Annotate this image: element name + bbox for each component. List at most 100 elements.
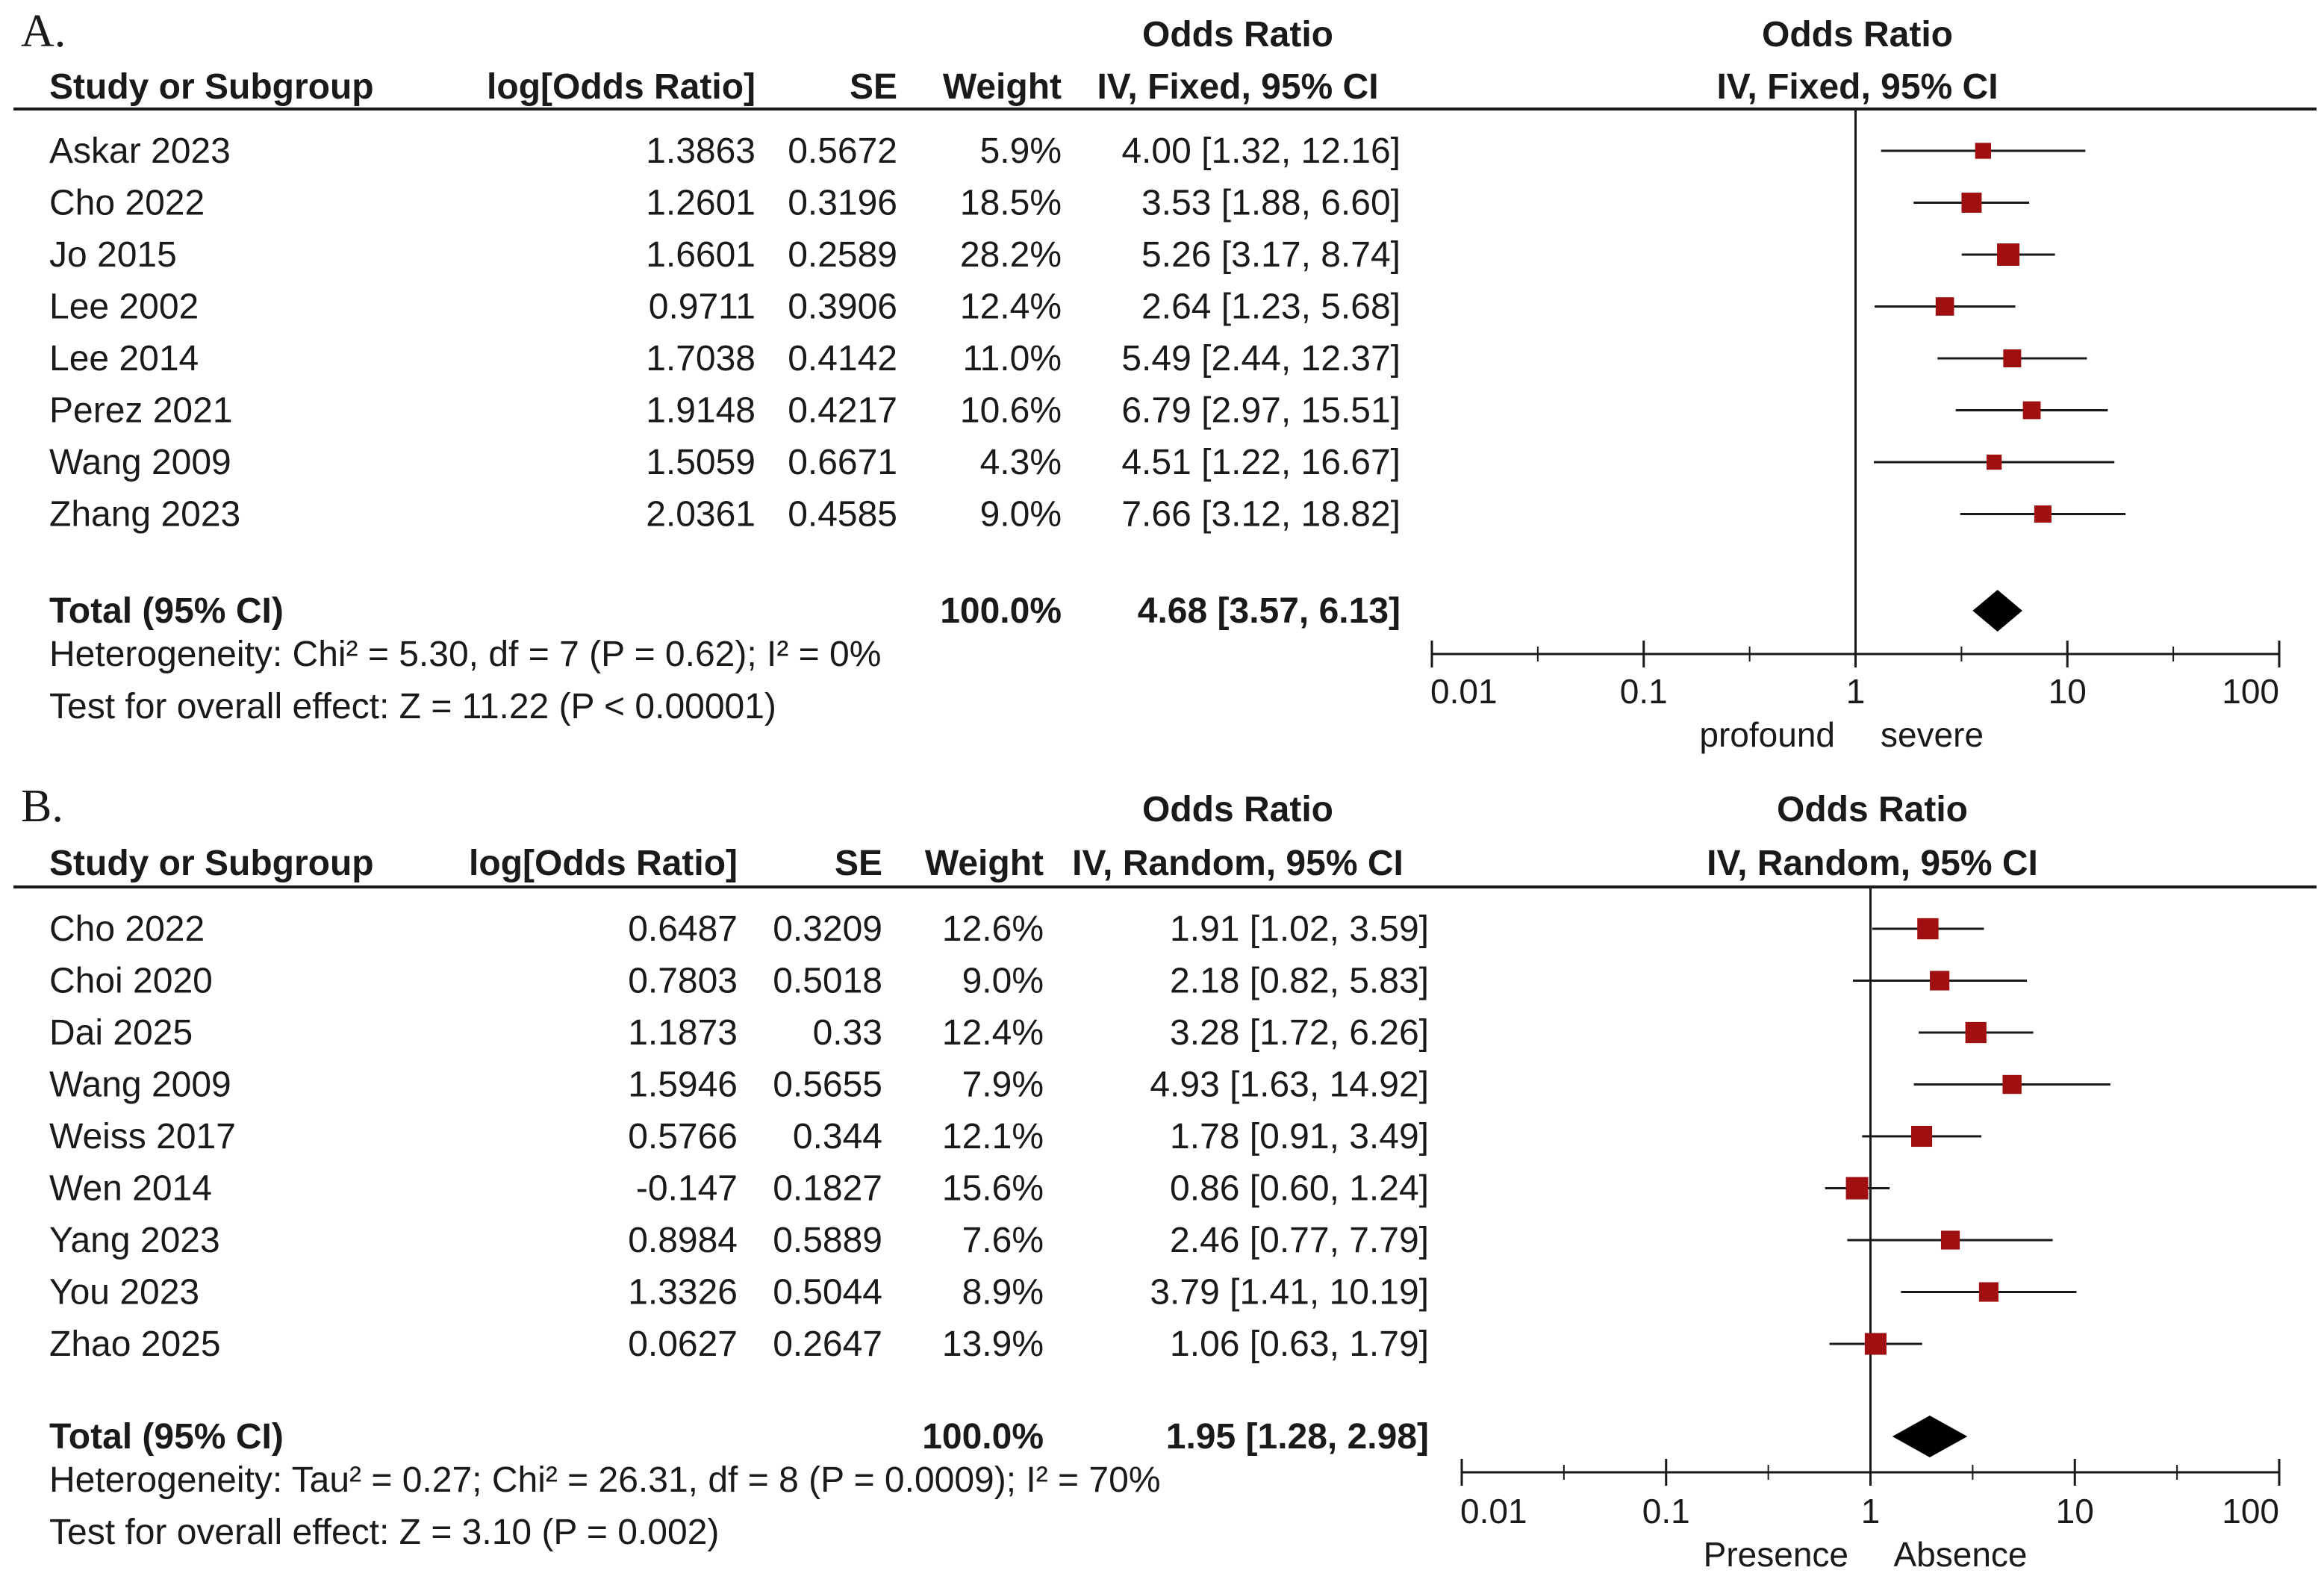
study-name: Cho 2022 <box>49 184 205 223</box>
log-odds-value: 0.6487 <box>628 909 738 949</box>
forest-panel-b: B. Odds Ratio Odds Ratio Study or Subgroup l… <box>13 781 2317 1574</box>
log-odds-value: 1.1873 <box>628 1013 738 1053</box>
se-value: 0.5655 <box>773 1065 882 1105</box>
x-tick-label: 0.01 <box>1430 672 1498 711</box>
total-weight: 100.0% <box>922 1417 1044 1457</box>
log-odds-value: 2.0361 <box>646 495 756 535</box>
weight-value: 18.5% <box>960 184 1062 223</box>
ci-value: 3.79 [1.41, 10.19] <box>1150 1273 1429 1313</box>
ci-value: 4.51 [1.22, 16.67] <box>1121 443 1401 482</box>
ci-value: 3.28 [1.72, 6.26] <box>1170 1013 1429 1053</box>
x-tick-label: 0.1 <box>1620 672 1668 711</box>
log-odds-value: 1.2601 <box>646 184 756 223</box>
study-row: Wang 2009 1.5059 0.6671 4.3% 4.51 [1.22, 16.… <box>49 443 2115 482</box>
plot-group-header: Odds Ratio <box>1762 15 1953 55</box>
weight-value: 12.4% <box>942 1013 1044 1053</box>
log-odds-value: 0.9711 <box>649 287 756 327</box>
x-tick-label: 100 <box>2222 1492 2279 1531</box>
se-value: 0.4585 <box>788 495 897 535</box>
se-value: 0.3906 <box>788 287 897 327</box>
effect-marker <box>1975 143 1991 159</box>
ci-value: 1.06 [0.63, 1.79] <box>1170 1324 1429 1364</box>
weight-value: 12.4% <box>960 287 1062 327</box>
ci-value: 6.79 [2.97, 15.51] <box>1121 391 1401 431</box>
ci-value: 1.91 [1.02, 3.59] <box>1170 909 1429 949</box>
effect-marker <box>1961 193 1982 213</box>
study-row: Wen 2014 -0.147 0.1827 15.6% 0.86 [0.60, 1.2… <box>49 1169 1890 1209</box>
ci-value: 0.86 [0.60, 1.24] <box>1170 1169 1429 1209</box>
favours-right-label: severe <box>1881 715 1984 754</box>
study-name: Jo 2015 <box>49 235 177 275</box>
log-odds-value: 1.5059 <box>646 443 756 482</box>
se-value: 0.4142 <box>788 339 897 379</box>
panel-label: A. <box>21 6 66 57</box>
log-odds-value: 1.3863 <box>646 131 756 171</box>
study-row: Askar 2023 1.3863 0.5672 5.9% 4.00 [1.32, 12… <box>49 131 2086 171</box>
ci-value: 2.46 [0.77, 7.79] <box>1170 1221 1429 1260</box>
total-ci: 4.68 [3.57, 6.13] <box>1138 591 1401 631</box>
study-row: Choi 2020 0.7803 0.5018 9.0% 2.18 [0.82, 5.8… <box>49 962 2028 1001</box>
effect-marker <box>1986 454 2002 470</box>
study-row: Perez 2021 1.9148 0.4217 10.6% 6.79 [2.97, 1… <box>49 391 2108 431</box>
forest-panel-a: A. Odds Ratio Odds Ratio Study or Subgroup l… <box>13 6 2317 754</box>
log-odds-value: 1.5946 <box>628 1065 738 1105</box>
weight-value: 7.6% <box>962 1221 1044 1260</box>
study-name: Choi 2020 <box>49 962 213 1001</box>
se-value: 0.3209 <box>773 909 882 949</box>
ci-value: 2.64 [1.23, 5.68] <box>1141 287 1401 327</box>
se-column-header: SE <box>850 67 897 107</box>
weight-value: 9.0% <box>962 962 1044 1001</box>
ci-value: 1.78 [0.91, 3.49] <box>1170 1117 1429 1156</box>
weight-value: 4.3% <box>980 443 1062 482</box>
x-tick-label: 10 <box>2049 672 2087 711</box>
weight-value: 12.1% <box>942 1117 1044 1156</box>
se-value: 0.5044 <box>773 1273 882 1313</box>
study-row: Wang 2009 1.5946 0.5655 7.9% 4.93 [1.63, 14.… <box>49 1065 2110 1105</box>
ci-value: 3.53 [1.88, 6.60] <box>1141 184 1401 223</box>
table-group-header: Odds Ratio <box>1142 790 1333 829</box>
study-row: Dai 2025 1.1873 0.33 12.4% 3.28 [1.72, 6.26] <box>49 1013 2034 1053</box>
weight-value: 7.9% <box>962 1065 1044 1105</box>
study-name: Lee 2002 <box>49 287 199 327</box>
log-odds-column-header: log[Odds Ratio] <box>487 67 756 107</box>
weight-value: 15.6% <box>942 1169 1044 1209</box>
ci-value: 7.66 [3.12, 18.82] <box>1121 495 1401 535</box>
effect-marker <box>1978 1282 1999 1302</box>
ci-value: 5.26 [3.17, 8.74] <box>1141 235 1401 275</box>
log-odds-value: -0.147 <box>636 1169 738 1209</box>
favours-left-label: profound <box>1699 715 1835 754</box>
weight-value: 12.6% <box>942 909 1044 949</box>
weight-value: 8.9% <box>962 1273 1044 1313</box>
study-name: Cho 2022 <box>49 909 205 949</box>
overall-effect-text: Test for overall effect: Z = 3.10 (P = 0… <box>49 1513 719 1552</box>
weight-value: 10.6% <box>960 391 1062 431</box>
study-name: Wang 2009 <box>49 443 231 482</box>
favours-right-label: Absence <box>1893 1535 2027 1574</box>
log-odds-value: 0.7803 <box>628 962 738 1001</box>
study-name: Askar 2023 <box>49 131 231 171</box>
x-tick-label: 0.1 <box>1642 1492 1690 1531</box>
study-row: Cho 2022 1.2601 0.3196 18.5% 3.53 [1.88, 6.6… <box>49 184 2030 223</box>
log-odds-value: 1.9148 <box>646 391 756 431</box>
weight-column-header: Weight <box>943 67 1062 107</box>
effect-marker <box>1997 243 2020 266</box>
x-tick-label: 0.01 <box>1460 1492 1527 1531</box>
study-name: Perez 2021 <box>49 391 233 431</box>
ci-value: 2.18 [0.82, 5.83] <box>1170 962 1429 1001</box>
study-row: Lee 2014 1.7038 0.4142 11.0% 5.49 [2.44, 12.… <box>49 339 2087 379</box>
study-name: Yang 2023 <box>49 1221 220 1260</box>
se-value: 0.1827 <box>773 1169 882 1209</box>
se-value: 0.2647 <box>773 1324 882 1364</box>
log-odds-column-header: log[Odds Ratio] <box>469 844 738 883</box>
weight-value: 5.9% <box>980 131 1062 171</box>
ci-value: 4.93 [1.63, 14.92] <box>1150 1065 1429 1105</box>
ci-column-header: IV, Random, 95% CI <box>1072 844 1404 883</box>
study-name: Zhao 2025 <box>49 1324 221 1364</box>
x-tick-label: 1 <box>1861 1492 1881 1531</box>
effect-marker <box>2022 401 2041 420</box>
favours-left-label: Presence <box>1704 1535 1848 1574</box>
table-group-header: Odds Ratio <box>1142 15 1333 55</box>
effect-marker <box>1911 1125 1933 1148</box>
effect-marker <box>1845 1177 1869 1200</box>
